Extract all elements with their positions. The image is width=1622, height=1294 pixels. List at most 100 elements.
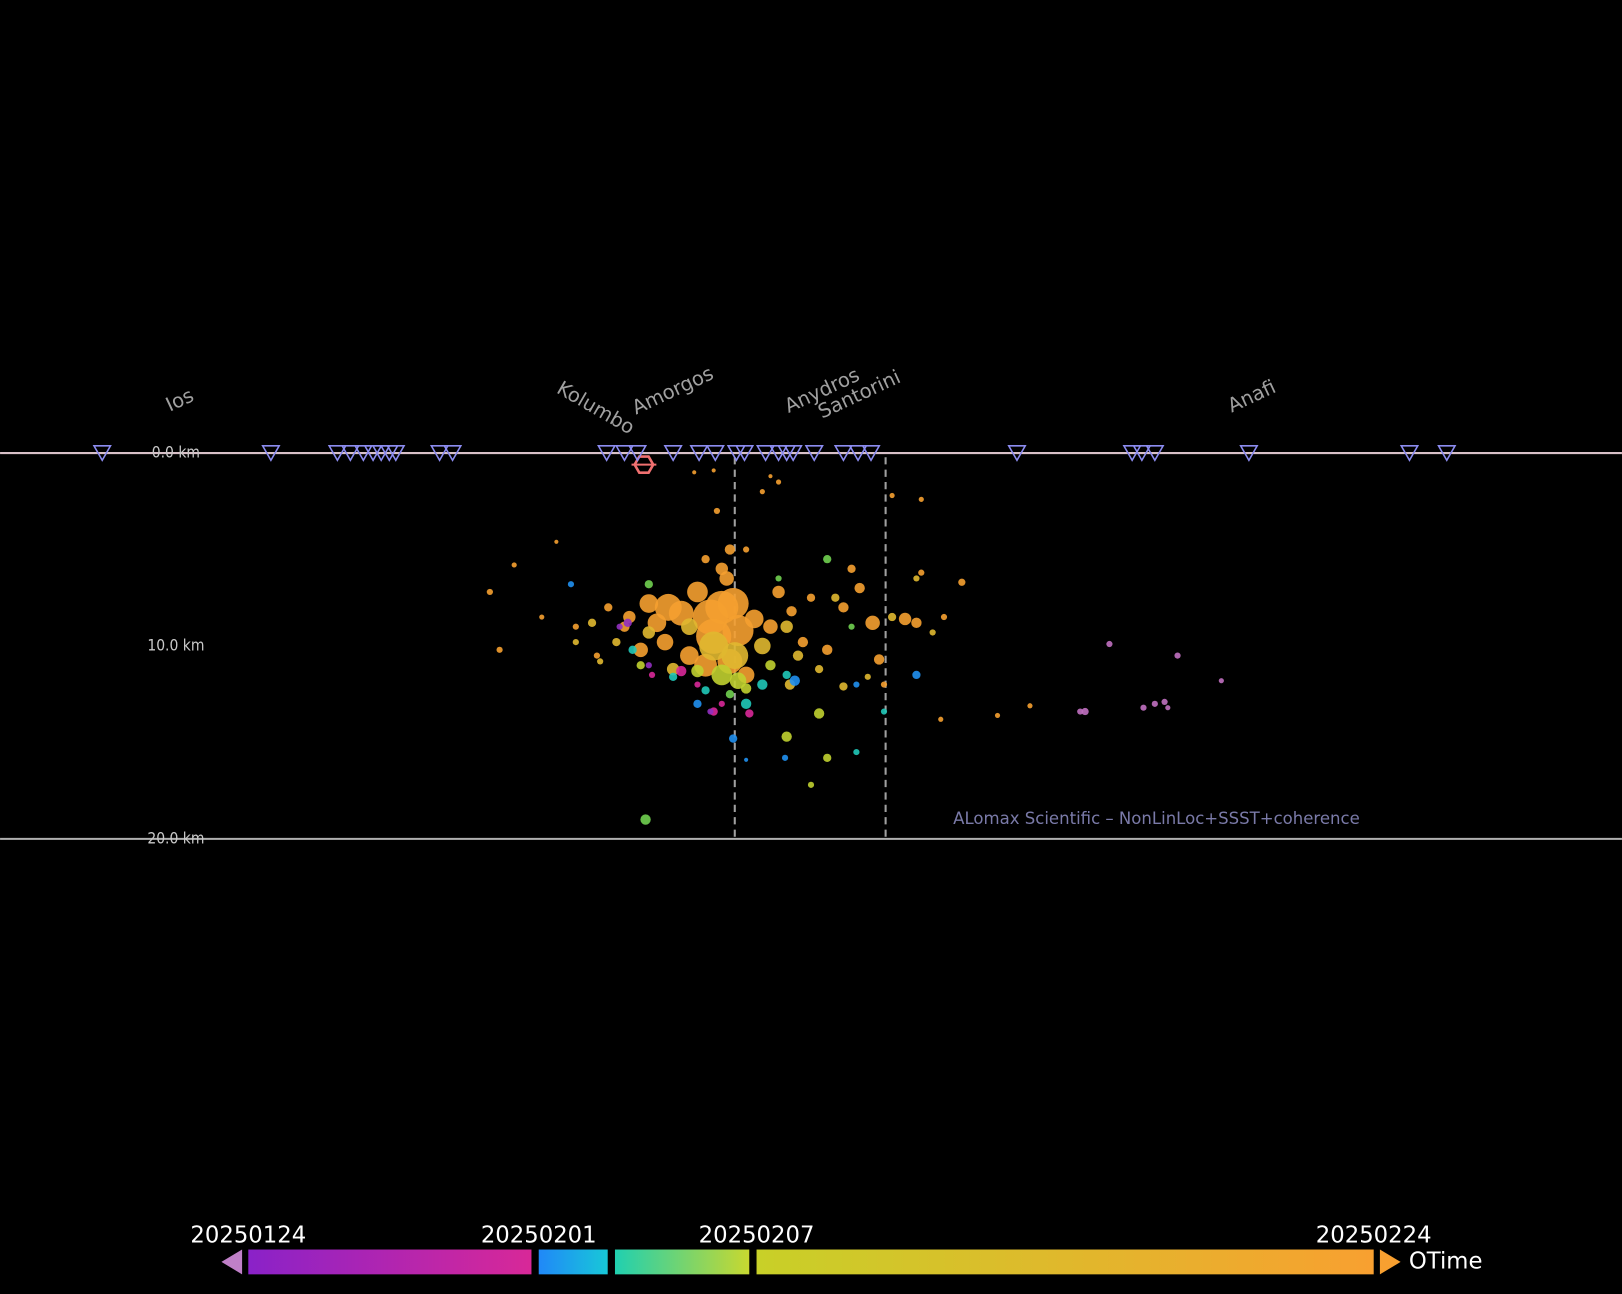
colorbar-tick-label: 20250124 [190,1223,306,1249]
event [847,564,856,573]
station [663,445,683,462]
station [1437,445,1457,462]
event [604,603,613,612]
event [729,672,747,689]
event [740,698,752,710]
event [717,588,749,620]
event [854,582,865,594]
colorbar-tick-label: 20250201 [481,1223,597,1249]
event [765,660,776,671]
event [813,708,825,719]
event [644,580,653,589]
event [593,652,601,659]
event [572,639,579,646]
station [734,445,755,462]
event [1081,707,1089,716]
event [831,593,840,602]
event [814,664,824,674]
event [616,623,623,630]
event [693,699,702,708]
event [880,708,888,715]
event [789,675,800,686]
station [755,445,776,462]
event [623,618,632,627]
event [640,814,651,825]
event [1161,698,1168,706]
event [1077,708,1084,715]
station [429,445,450,462]
station [1399,445,1420,462]
event [912,670,921,680]
event [691,664,704,678]
event [775,479,782,485]
event [628,645,637,654]
station [92,445,112,462]
event [772,585,785,599]
colorbar-label: OTime [1409,1248,1483,1274]
event [938,716,944,722]
event [701,686,710,695]
event [838,602,849,613]
event [639,594,659,613]
event [775,575,782,582]
event [806,593,816,602]
station [597,445,617,462]
event [687,581,708,603]
event [865,615,880,631]
event [1165,705,1171,711]
event [648,671,656,679]
colorbar-segment [248,1249,532,1275]
event [713,507,721,515]
event [853,681,860,688]
event [715,562,729,576]
event [656,633,674,651]
event [1106,640,1113,648]
event [958,578,966,586]
event [567,581,575,588]
colorbar-segment [614,1249,750,1275]
event [853,748,860,756]
event [782,670,791,680]
station [386,445,406,462]
event [929,629,936,636]
station [804,445,824,462]
event [839,682,848,691]
event [918,496,924,502]
event [587,618,597,627]
event [724,544,736,555]
event [486,588,493,596]
event [694,681,701,688]
station [442,445,463,462]
event [757,679,768,690]
event [743,546,750,553]
event [692,470,697,475]
event [642,626,656,639]
event [1174,652,1181,659]
event [864,673,871,680]
annotation: ALomax Scientific – NonLinLoc+SSST+coher… [953,809,1360,828]
event [707,708,714,715]
event [822,644,833,655]
event [701,555,710,564]
station [327,445,348,462]
event [744,609,764,629]
event [786,606,797,617]
event [1027,703,1033,709]
station [340,445,360,462]
event [994,712,1001,718]
event [597,658,604,665]
event [676,665,687,677]
y-tick-label: 0.0 km [152,444,200,462]
colorbar-tick-label: 20250207 [699,1223,815,1249]
event [745,709,754,718]
colorbar-under [221,1249,243,1275]
event [880,681,888,688]
event [823,555,832,564]
event [744,757,749,762]
event [636,661,645,670]
station [1132,445,1152,462]
station [627,445,648,462]
